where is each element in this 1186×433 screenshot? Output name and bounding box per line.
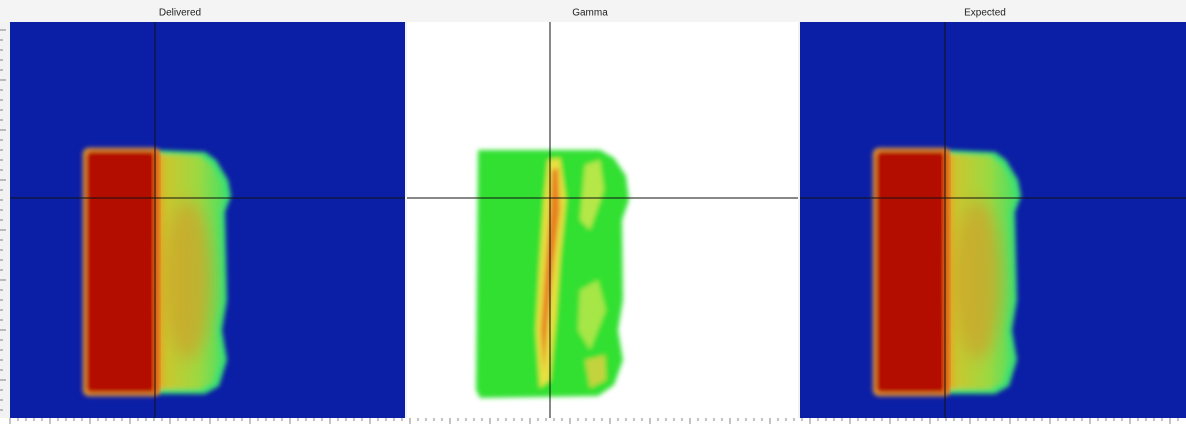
ruler <box>0 418 1186 433</box>
panel-title: Gamma <box>572 8 608 19</box>
panel-title: Expected <box>964 8 1006 19</box>
header-bar <box>0 0 1186 22</box>
ruler-ticks <box>0 29 1179 424</box>
delivered-panel <box>10 22 405 418</box>
gamma-panel <box>407 22 798 418</box>
dose-map <box>800 22 1186 418</box>
panel-title: Delivered <box>159 8 201 19</box>
expected-panel <box>800 22 1186 418</box>
dose-map <box>10 22 405 418</box>
gamma-map <box>476 150 629 398</box>
